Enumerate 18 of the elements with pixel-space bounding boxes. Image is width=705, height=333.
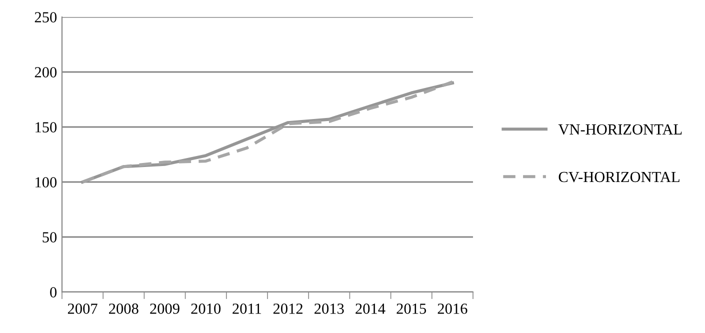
x-tick-label: 2007 xyxy=(68,304,98,314)
x-tick-label: 2015 xyxy=(396,304,426,314)
y-tick-label: 200 xyxy=(34,67,57,78)
legend-label: CV-HORIZONTAL xyxy=(558,172,680,182)
y-tick-label: 250 xyxy=(34,12,57,22)
x-tick-label: 2009 xyxy=(150,304,180,314)
x-tick-label: 2011 xyxy=(232,304,262,314)
x-tick-label: 2016 xyxy=(438,304,468,314)
x-tick-label: 2013 xyxy=(314,304,344,314)
y-tick-label: 100 xyxy=(36,177,57,188)
y-tick-label: 150 xyxy=(36,122,57,132)
x-tick-label: 2010 xyxy=(191,304,221,314)
legend-label: VN-HORIZONTAL xyxy=(558,124,682,135)
x-tick-label: 2012 xyxy=(273,304,302,314)
y-tick-label: 0 xyxy=(50,287,57,298)
x-tick-label: 2014 xyxy=(356,304,386,314)
y-tick-label: 50 xyxy=(42,232,57,242)
x-tick-label: 2008 xyxy=(109,304,138,314)
